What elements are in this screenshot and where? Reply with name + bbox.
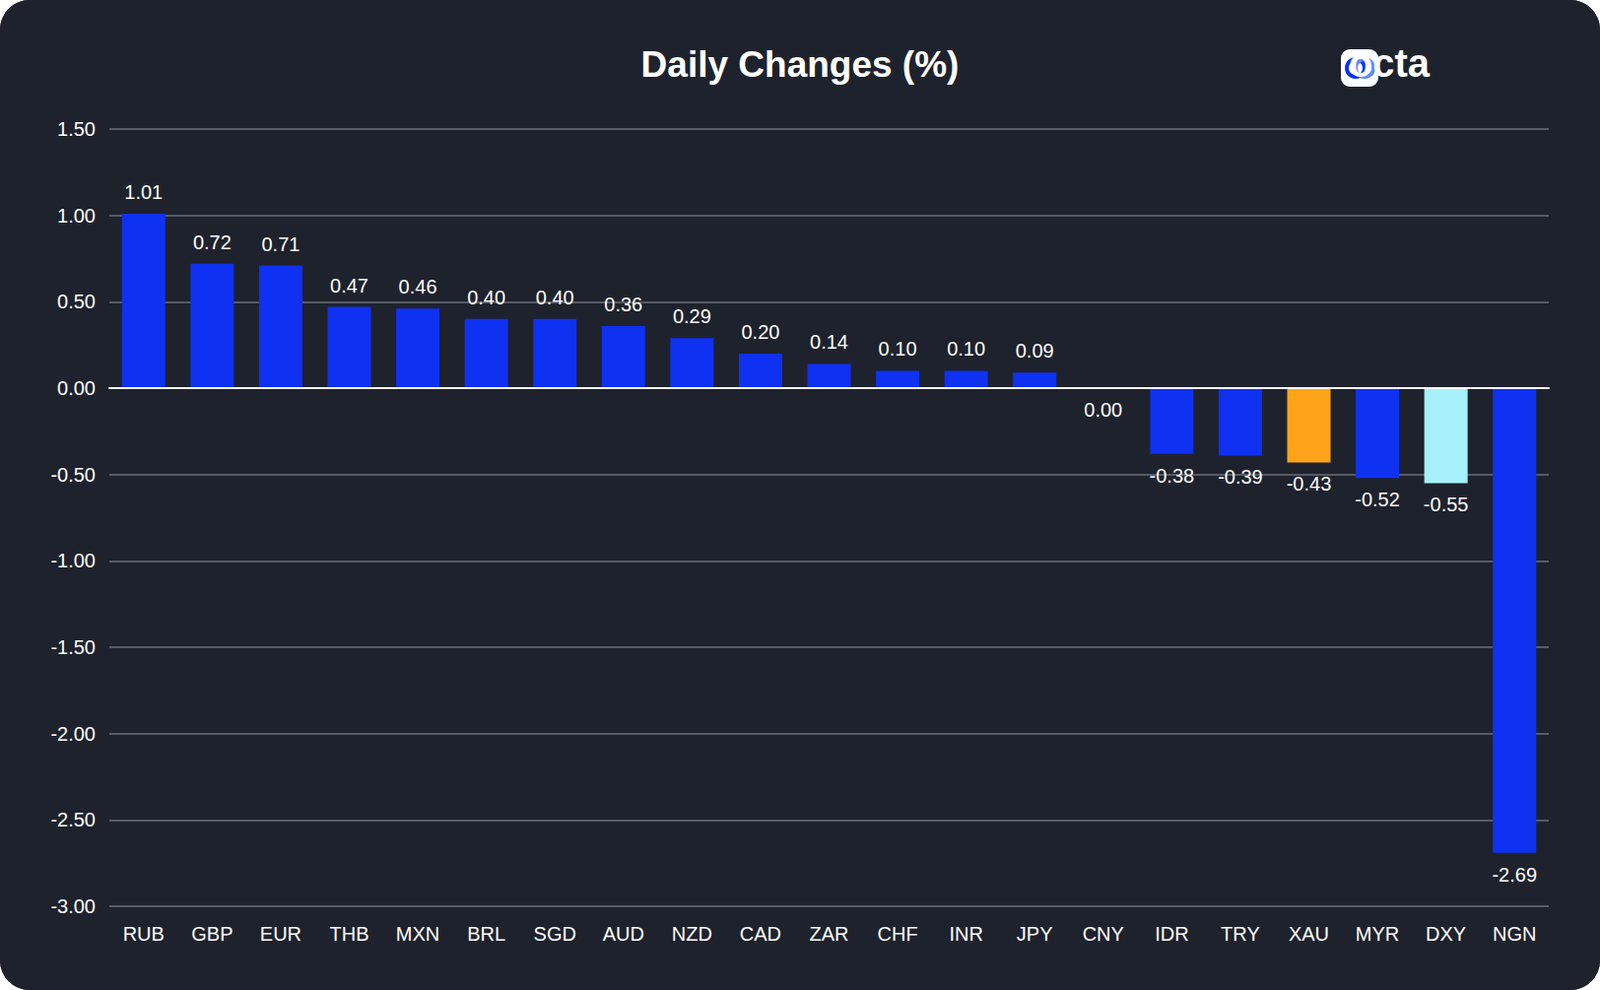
svg-text:RUB: RUB <box>123 923 165 945</box>
svg-text:EUR: EUR <box>260 923 302 945</box>
svg-text:-0.55: -0.55 <box>1423 493 1469 516</box>
svg-text:0.00: 0.00 <box>57 377 96 400</box>
svg-text:ZAR: ZAR <box>809 923 850 945</box>
svg-text:-0.38: -0.38 <box>1149 465 1196 487</box>
svg-text:MXN: MXN <box>396 923 440 945</box>
svg-text:-1.50: -1.50 <box>50 636 96 659</box>
svg-text:-2.00: -2.00 <box>50 723 96 745</box>
svg-text:NGN: NGN <box>1492 923 1536 945</box>
svg-text:0.47: 0.47 <box>330 274 369 297</box>
svg-text:-2.69: -2.69 <box>1491 864 1537 886</box>
svg-text:TRY: TRY <box>1220 923 1261 945</box>
svg-text:1.00: 1.00 <box>57 204 96 227</box>
svg-text:GBP: GBP <box>191 923 233 945</box>
svg-text:XAU: XAU <box>1288 923 1330 945</box>
svg-text:-0.50: -0.50 <box>50 464 96 486</box>
svg-text:0.71: 0.71 <box>261 233 300 256</box>
svg-text:-2.50: -2.50 <box>50 808 96 831</box>
svg-text:0.72: 0.72 <box>193 231 232 254</box>
svg-text:0.00: 0.00 <box>1083 399 1123 421</box>
svg-text:-3.00: -3.00 <box>50 895 96 918</box>
svg-text:1.50: 1.50 <box>57 118 96 140</box>
svg-text:-0.43: -0.43 <box>1286 472 1333 495</box>
svg-text:0.40: 0.40 <box>466 286 506 309</box>
svg-text:octa: octa <box>1348 41 1431 85</box>
svg-text:INR: INR <box>948 923 983 945</box>
svg-text:Daily Changes (%): Daily Changes (%) <box>641 44 960 85</box>
svg-text:IDR: IDR <box>1154 923 1189 945</box>
svg-text:AUD: AUD <box>602 923 645 945</box>
svg-text:0.29: 0.29 <box>672 305 712 328</box>
svg-text:DXY: DXY <box>1425 923 1467 945</box>
svg-text:0.50: 0.50 <box>57 290 96 313</box>
svg-text:0.36: 0.36 <box>603 293 643 316</box>
svg-text:-1.00: -1.00 <box>50 549 96 572</box>
svg-text:SGD: SGD <box>533 923 577 945</box>
svg-text:1.01: 1.01 <box>124 181 163 203</box>
svg-text:0.40: 0.40 <box>535 286 575 309</box>
svg-text:0.14: 0.14 <box>809 331 849 353</box>
svg-text:-0.39: -0.39 <box>1217 466 1264 488</box>
svg-text:THB: THB <box>330 923 370 945</box>
svg-text:NZD: NZD <box>671 923 713 945</box>
svg-text:BRL: BRL <box>466 923 506 945</box>
svg-text:CHF: CHF <box>877 923 919 945</box>
svg-text:0.20: 0.20 <box>740 321 780 343</box>
svg-text:0.09: 0.09 <box>1015 339 1055 362</box>
svg-text:CNY: CNY <box>1082 923 1125 945</box>
svg-text:0.10: 0.10 <box>946 337 986 360</box>
svg-text:0.10: 0.10 <box>878 337 918 360</box>
svg-text:0.46: 0.46 <box>399 275 438 298</box>
svg-text:-0.52: -0.52 <box>1354 488 1400 511</box>
svg-text:MYR: MYR <box>1355 923 1400 945</box>
svg-text:CAD: CAD <box>739 923 782 945</box>
svg-text:JPY: JPY <box>1016 923 1054 945</box>
